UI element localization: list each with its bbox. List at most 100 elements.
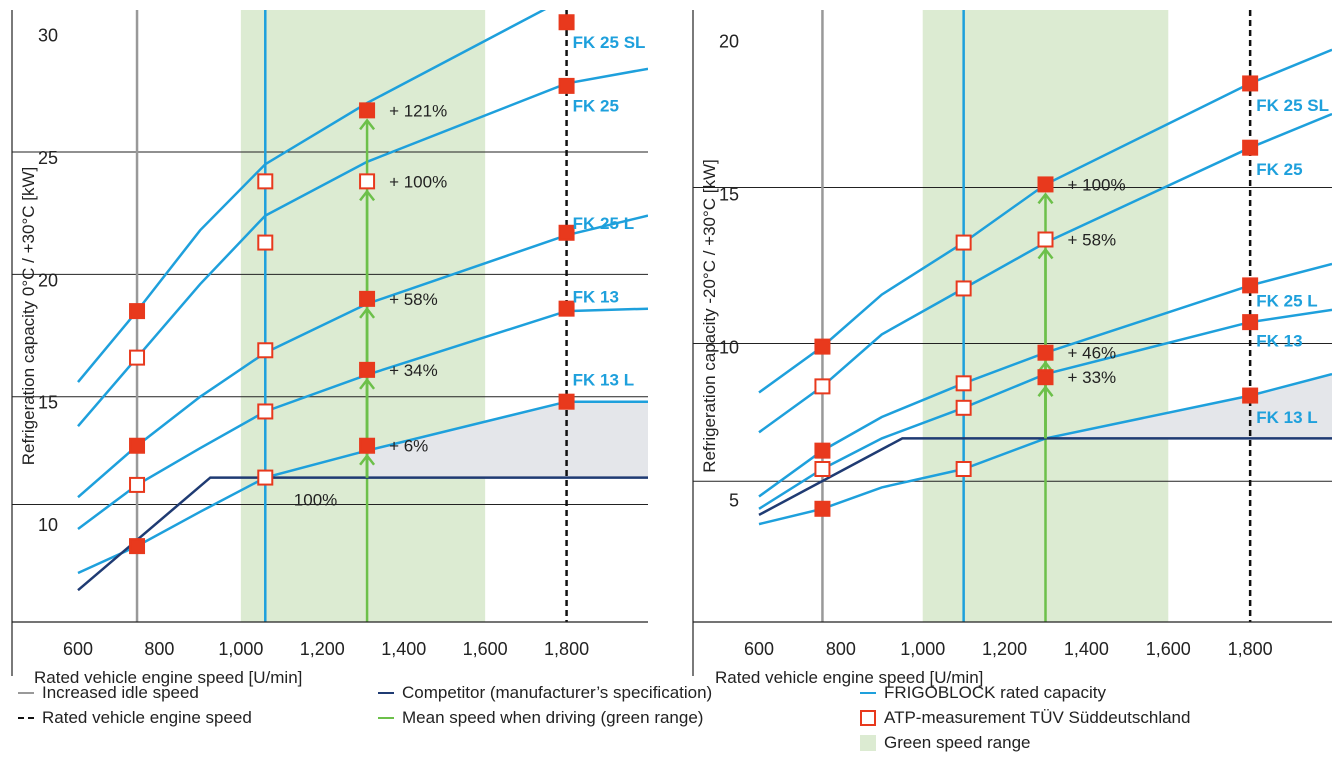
x-tick-label-6: 1,800 xyxy=(544,639,589,659)
measurement-marker-2 xyxy=(814,442,831,459)
x-axis-label: Rated vehicle engine speed [U/min] xyxy=(715,668,983,687)
green-range-swatch xyxy=(860,735,876,751)
measurement-marker-8 xyxy=(955,399,972,416)
measurement-marker-16 xyxy=(1242,277,1259,294)
legend-label-frigoblock: FRIGOBLOCK rated capacity xyxy=(884,683,1107,702)
measurement-marker-7 xyxy=(257,342,274,359)
x-tick-label-6: 1,800 xyxy=(1228,639,1273,659)
series-label-4: FK 13 L xyxy=(573,371,634,390)
y-tick-label-0: 10 xyxy=(38,515,58,535)
mean-line-swatch xyxy=(378,717,394,719)
series-label-1: FK 25 xyxy=(1256,160,1302,179)
measurement-marker-5 xyxy=(257,173,274,190)
y-axis-label: Refrigeration capacity -20°C / +30°C [kW… xyxy=(700,159,719,473)
measurement-marker-7 xyxy=(955,375,972,392)
legend-item-frigoblock: FRIGOBLOCK rated capacity xyxy=(860,681,1106,705)
x-tick-label-3: 1,200 xyxy=(300,639,345,659)
y-tick-label-2: 15 xyxy=(719,185,739,205)
x-tick-label-5: 1,600 xyxy=(463,639,508,659)
measurement-marker-11 xyxy=(1037,231,1054,248)
percent-label-1: + 100% xyxy=(389,172,447,191)
measurement-marker-13 xyxy=(359,361,376,378)
legend-item-rated: Rated vehicle engine speed xyxy=(18,706,252,730)
series-label-3: FK 13 xyxy=(1256,331,1302,350)
series-label-4: FK 13 L xyxy=(1256,408,1317,427)
percent-label-4: + 6% xyxy=(389,437,428,456)
x-tick-label-2: 1,000 xyxy=(218,639,263,659)
measurement-marker-17 xyxy=(558,224,575,241)
atp-marker-swatch xyxy=(860,710,876,726)
measurement-marker-6 xyxy=(955,280,972,297)
percent-label-1: + 58% xyxy=(1068,231,1117,250)
measurement-marker-14 xyxy=(359,437,376,454)
measurement-marker-0 xyxy=(814,338,831,355)
series-label-0: FK 25 SL xyxy=(1256,96,1329,115)
y-tick-label-1: 15 xyxy=(38,393,58,413)
measurement-marker-15 xyxy=(558,14,575,31)
y-tick-label-3: 25 xyxy=(38,148,58,168)
x-tick-label-3: 1,200 xyxy=(982,639,1027,659)
legend-label-mean: Mean speed when driving (green range) xyxy=(402,708,704,727)
x-tick-label-0: 600 xyxy=(744,639,774,659)
measurement-marker-12 xyxy=(359,290,376,307)
series-label-2: FK 25 L xyxy=(1256,292,1317,311)
right-chart: + 100% + 58% + 46% + 33% FK 25 SL FK 25 FK 25 … xyxy=(692,10,1332,687)
measurement-marker-14 xyxy=(1242,75,1259,92)
x-tick-label-5: 1,600 xyxy=(1146,639,1191,659)
y-axis-label: Refrigeration capacity 0°C / +30°C [kW] xyxy=(19,167,38,465)
percent-label-3: + 34% xyxy=(389,361,438,380)
legend-item-idle: Increased idle speed xyxy=(18,681,199,705)
measurement-marker-15 xyxy=(1242,139,1259,156)
measurement-marker-6 xyxy=(257,234,274,251)
legend-label-competitor: Competitor (manufacturer’s specification… xyxy=(402,683,713,702)
legend-label-green: Green speed range xyxy=(884,733,1031,752)
measurement-marker-3 xyxy=(814,461,831,477)
measurement-marker-5 xyxy=(955,234,972,251)
left-chart: + 121% + 100% + 58% + 34% + 6% 100% FK 25 SL FK… xyxy=(11,10,648,687)
percent-label-2: + 58% xyxy=(389,290,438,309)
x-axis-label: Rated vehicle engine speed [U/min] xyxy=(34,668,302,687)
x-tick-label-4: 1,400 xyxy=(1064,639,1109,659)
idle-line-swatch xyxy=(18,692,34,694)
legend-label-atp: ATP-measurement TÜV Süddeutschland xyxy=(884,708,1191,727)
capacity-gap-area xyxy=(1045,374,1332,439)
legend-label-rated: Rated vehicle engine speed xyxy=(42,708,252,727)
plot-area xyxy=(12,10,648,622)
measurement-marker-11 xyxy=(359,173,376,190)
percent-label-3: + 33% xyxy=(1068,368,1117,387)
increase-arrowhead-3 xyxy=(1037,192,1054,205)
measurement-marker-8 xyxy=(257,403,274,420)
measurement-marker-0 xyxy=(129,303,146,320)
legend-label-idle: Increased idle speed xyxy=(42,683,199,702)
measurement-marker-2 xyxy=(129,437,146,454)
percent-label-0: + 121% xyxy=(389,101,447,120)
measurement-marker-18 xyxy=(1242,387,1259,404)
y-tick-label-2: 20 xyxy=(38,270,58,290)
measurement-marker-10 xyxy=(1037,176,1054,193)
x-tick-label-0: 600 xyxy=(63,639,93,659)
legend-item-atp: ATP-measurement TÜV Süddeutschland xyxy=(860,706,1190,730)
rated-line-swatch xyxy=(18,717,34,719)
competitor-line-swatch xyxy=(378,692,394,694)
measurement-marker-19 xyxy=(558,393,575,410)
measurement-marker-12 xyxy=(1037,344,1054,361)
measurement-marker-10 xyxy=(359,102,376,119)
measurement-marker-18 xyxy=(558,300,575,317)
capacity-gap-area xyxy=(367,401,648,478)
increase-arrowhead-4 xyxy=(359,118,376,131)
measurement-marker-9 xyxy=(257,469,274,486)
series-label-0: FK 25 SL xyxy=(573,33,646,52)
series-label-2: FK 25 L xyxy=(573,214,634,233)
x-tick-label-1: 800 xyxy=(144,639,174,659)
reference-label: 100% xyxy=(294,491,337,510)
percent-label-0: + 100% xyxy=(1068,175,1126,194)
measurement-marker-1 xyxy=(814,378,831,395)
x-tick-label-1: 800 xyxy=(826,639,856,659)
measurement-marker-4 xyxy=(129,538,146,555)
y-tick-label-1: 10 xyxy=(719,338,739,358)
frigoblock-line-swatch xyxy=(860,692,876,694)
series-label-3: FK 13 xyxy=(573,287,619,306)
legend-item-mean: Mean speed when driving (green range) xyxy=(378,706,703,730)
measurement-marker-17 xyxy=(1242,314,1259,331)
